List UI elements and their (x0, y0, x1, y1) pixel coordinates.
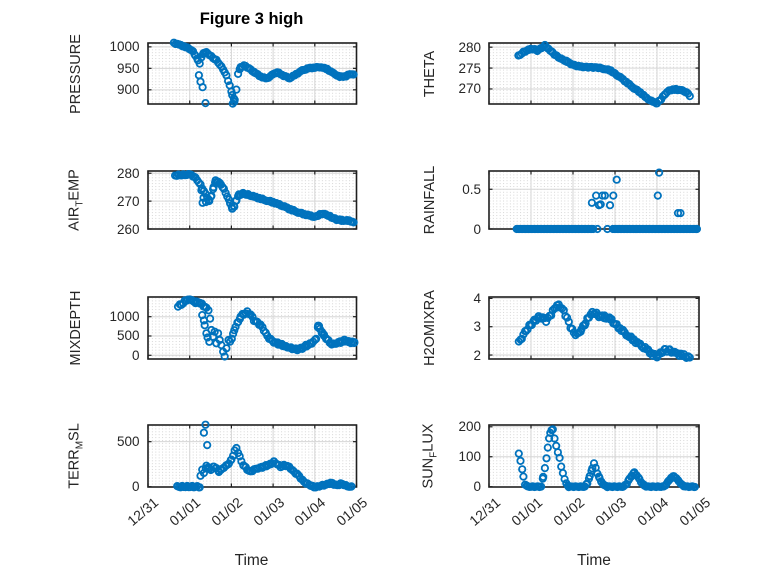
air_temp-ytick-label: 270 (116, 193, 140, 209)
ylabel-text: THETA (422, 50, 438, 97)
scatter-points (512, 168, 701, 234)
x-tick-label-0-01-02: 01/02 (208, 494, 246, 529)
theta-plot-area (488, 40, 700, 108)
rainfall-ytick-label: 0 (473, 221, 481, 237)
pressure-ytick-label: 900 (116, 82, 140, 98)
theta-ytick-label: 275 (458, 60, 481, 76)
h2omixra-plot-area (488, 296, 700, 363)
axes-box (488, 296, 700, 360)
x-tick-label-0-01-01: 01/01 (166, 494, 204, 529)
terr_msl-ytick-label: 0 (131, 479, 140, 495)
mixdepth-ytick-label: 1000 (109, 309, 140, 325)
air_temp-ytick-label: 280 (116, 165, 140, 181)
tick-marks (146, 425, 357, 488)
x-tick-label-0-01-03: 01/03 (249, 494, 287, 529)
mixdepth-ylabel: MIXDEPTH (68, 291, 84, 366)
h2omixra-ylabel: H2OMIXRA (422, 290, 438, 366)
sun_flux-ytick-label: 100 (458, 449, 481, 465)
ylabel-text: SUN (420, 457, 437, 489)
ylabel-subscript: M (74, 440, 86, 450)
major-grid (489, 425, 699, 487)
minor-grid (148, 426, 355, 486)
ylabel-subscript: F (428, 451, 440, 458)
ylabel-text: SL (66, 423, 83, 441)
x-tick-label-1-01-03: 01/03 (592, 494, 630, 529)
axes-box (488, 424, 700, 488)
sun_flux-plot-area (488, 424, 700, 492)
ylabel-text: RAINFALL (422, 165, 438, 235)
x-tick-label-1-01-02: 01/02 (550, 494, 588, 529)
tick-marks (488, 43, 700, 104)
x-tick-label-1-01-01: 01/01 (508, 494, 546, 529)
terr_msl-plot-area (146, 420, 357, 492)
rainfall-ytick-label: 0.5 (462, 181, 481, 197)
terr_msl-ylabel: TERRMSL (67, 423, 86, 489)
h2omixra-ytick-label: 2 (473, 347, 481, 363)
figure-title: Figure 3 high (199, 10, 304, 28)
tick-marks (146, 171, 357, 230)
ylabel-text: PRESSURE (68, 33, 84, 114)
scatter-points (169, 38, 358, 108)
pressure-ytick-label: 1000 (109, 39, 140, 55)
scatter-points (514, 40, 694, 108)
h2omixra-ytick-label: 3 (473, 319, 481, 335)
mixdepth-plot-area (146, 295, 358, 361)
axes-box (146, 424, 357, 488)
x-tick-label-1-12-31: 12/31 (466, 494, 504, 529)
x-tick-label-1-01-04: 01/04 (634, 494, 672, 529)
air_temp-ytick-label: 260 (116, 221, 140, 237)
ylabel-text: EMP (66, 169, 83, 201)
theta-ytick-label: 270 (458, 81, 481, 97)
scatter-points (514, 425, 699, 492)
ylabel-text: MIXDEPTH (68, 290, 84, 366)
axes-box (146, 296, 357, 360)
ylabel-text: AIR (66, 206, 83, 231)
scatter-points (170, 169, 358, 227)
major-grid (489, 171, 699, 229)
ylabel-text: LUX (420, 423, 437, 452)
terr_msl-ytick-label: 500 (116, 434, 140, 450)
rainfall-ylabel: RAINFALL (422, 166, 438, 235)
scatter-points (172, 420, 356, 492)
x-axis-label-left: Time (234, 552, 269, 569)
ylabel-text: H2OMIXRA (422, 290, 438, 366)
ylabel-subscript: T (74, 200, 86, 207)
sun_flux-ytick-label: 0 (473, 479, 481, 495)
x-tick-label-0-01-05: 01/05 (333, 494, 371, 529)
h2omixra-ytick-label: 4 (473, 290, 481, 306)
scatter-points (514, 300, 694, 363)
pressure-ylabel: PRESSURE (68, 34, 84, 114)
axes-box (488, 42, 700, 105)
air_temp-ylabel: AIRTEMP (67, 169, 86, 231)
x-tick-label-1-01-05: 01/05 (676, 494, 714, 529)
theta-ytick-label: 280 (458, 39, 481, 55)
scatter-points (173, 295, 358, 361)
sun_flux-ylabel: SUNFLUX (421, 424, 440, 489)
air_temp-plot-area (146, 169, 358, 230)
major-grid (489, 297, 699, 359)
rainfall-plot-area (488, 168, 701, 234)
x-tick-label-0-12-31: 12/31 (124, 494, 162, 529)
x-axis-label-right: Time (577, 552, 611, 569)
axes-box (146, 170, 357, 230)
ylabel-text: TERR (66, 449, 83, 489)
x-tick-label-0-01-04: 01/04 (291, 494, 329, 529)
theta-ylabel: THETA (422, 50, 438, 96)
pressure-plot-area (146, 38, 358, 108)
pressure-ytick-label: 950 (116, 60, 140, 76)
sun_flux-ytick-label: 200 (458, 419, 481, 435)
mixdepth-ytick-label: 500 (116, 328, 140, 344)
mixdepth-ytick-label: 0 (131, 347, 140, 363)
minor-grid (490, 426, 698, 486)
